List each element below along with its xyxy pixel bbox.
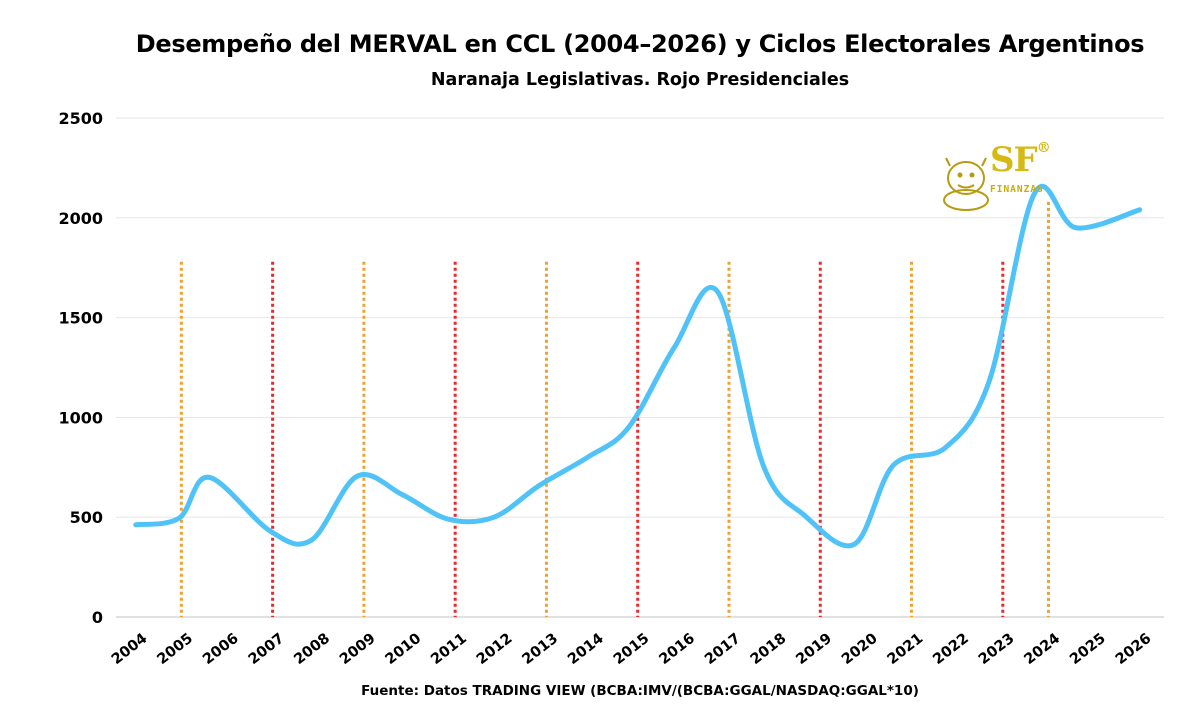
y-tick-label: 2500 xyxy=(58,109,103,128)
x-tick-label: 2006 xyxy=(200,631,242,668)
x-tick-label: 2016 xyxy=(656,631,698,668)
x-tick-label: 2017 xyxy=(702,631,744,668)
x-tick-label: 2022 xyxy=(930,631,972,668)
y-tick-label: 1500 xyxy=(58,309,103,328)
merval-ccl-line xyxy=(133,183,1143,549)
x-tick-label: 2013 xyxy=(520,631,562,668)
x-tick-label: 2018 xyxy=(748,631,790,668)
x-tick-label: 2010 xyxy=(383,631,425,668)
y-tick-label: 2000 xyxy=(58,209,103,228)
x-tick-label: 2007 xyxy=(246,631,288,668)
chart-title: Desempeño del MERVAL en CCL (2004–2026) … xyxy=(135,30,1145,58)
x-tick-label: 2004 xyxy=(109,631,151,668)
x-tick-label: 2011 xyxy=(428,631,470,668)
y-tick-label: 1000 xyxy=(58,408,103,427)
x-tick-label: 2015 xyxy=(611,631,653,668)
y-tick-label: 500 xyxy=(70,508,103,527)
data-source-note: Fuente: Datos TRADING VIEW (BCBA:IMV/(BC… xyxy=(361,683,919,699)
x-tick-label: 2020 xyxy=(839,631,881,668)
x-tick-label: 2023 xyxy=(976,631,1018,668)
y-tick-label: 0 xyxy=(92,608,103,627)
bulldog-icon xyxy=(943,157,989,211)
x-tick-label: 2019 xyxy=(793,631,835,668)
logo-subtext: FINANZAS xyxy=(990,184,1044,195)
x-tick-label: 2014 xyxy=(565,631,607,668)
logo-text: SF® xyxy=(990,140,1051,180)
x-tick-label: 2024 xyxy=(1022,631,1064,668)
x-tick-label: 2021 xyxy=(885,631,927,668)
chart-subtitle: Naranaja Legislativas. Rojo Presidencial… xyxy=(430,70,850,90)
x-tick-label: 2005 xyxy=(154,631,196,668)
x-tick-label: 2025 xyxy=(1067,631,1109,668)
x-tick-label: 2026 xyxy=(1113,631,1155,668)
x-tick-label: 2012 xyxy=(474,631,516,668)
x-tick-label: 2008 xyxy=(291,631,333,668)
x-tick-label: 2009 xyxy=(337,631,379,668)
sf-finanzas-logo: SF® FINANZAS xyxy=(940,140,1051,218)
